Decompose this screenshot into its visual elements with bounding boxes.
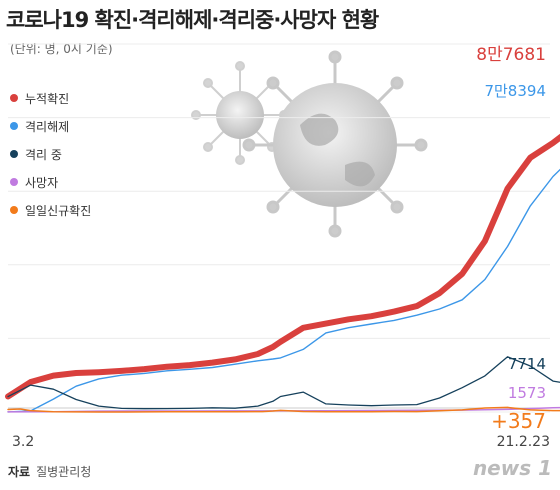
legend-dot [10, 206, 18, 214]
legend-item-deaths: 사망자 [10, 168, 91, 196]
series-line [7, 168, 560, 413]
legend-label: 일일신규확진 [25, 203, 92, 218]
source-value: 질병관리청 [36, 465, 92, 479]
end-value-label: 7714 [508, 355, 546, 373]
legend-item-isolated: 격리 중 [10, 140, 91, 168]
x-tick-label-start: 3.2 [12, 434, 34, 450]
legend-item-daily: 일일신규확진 [10, 196, 91, 224]
legend-label: 사망자 [25, 175, 59, 190]
source-label: 자료 [8, 465, 31, 479]
series-line [7, 356, 560, 410]
news-logo: news 1 [472, 456, 552, 480]
end-value-label: 1573 [508, 384, 546, 402]
legend-dot [10, 94, 18, 102]
chart-title: 코로나19 확진·격리해제·격리중·사망자 현황 [6, 8, 379, 32]
source-note: 자료 질병관리청 [8, 463, 91, 480]
end-value-label: 8만7681 [476, 45, 546, 65]
legend-label: 격리 중 [25, 147, 62, 162]
legend-label: 격리해제 [25, 119, 70, 134]
legend-dot [10, 178, 18, 186]
series-line [7, 406, 560, 413]
chart-subtitle: (단위: 명, 0시 기준) [10, 42, 113, 56]
legend: 누적확진 격리해제 격리 중 사망자 일일신규확진 [10, 84, 91, 224]
chart-lines [5, 133, 560, 413]
series-line [5, 133, 560, 400]
legend-dot [10, 122, 18, 130]
x-tick-label-end: 21.2.23 [497, 434, 550, 450]
legend-item-released: 격리해제 [10, 112, 91, 140]
legend-label: 누적확진 [25, 91, 70, 106]
chart-labels: 8만7681 7만8394 7714 1573 +357 3.2 21.2.23 [12, 45, 550, 450]
end-value-label: +357 [491, 409, 546, 433]
end-value-label: 7만8394 [484, 82, 546, 100]
legend-dot [10, 150, 18, 158]
virus-illustration [191, 50, 428, 238]
legend-item-cumulative: 누적확진 [10, 84, 91, 112]
